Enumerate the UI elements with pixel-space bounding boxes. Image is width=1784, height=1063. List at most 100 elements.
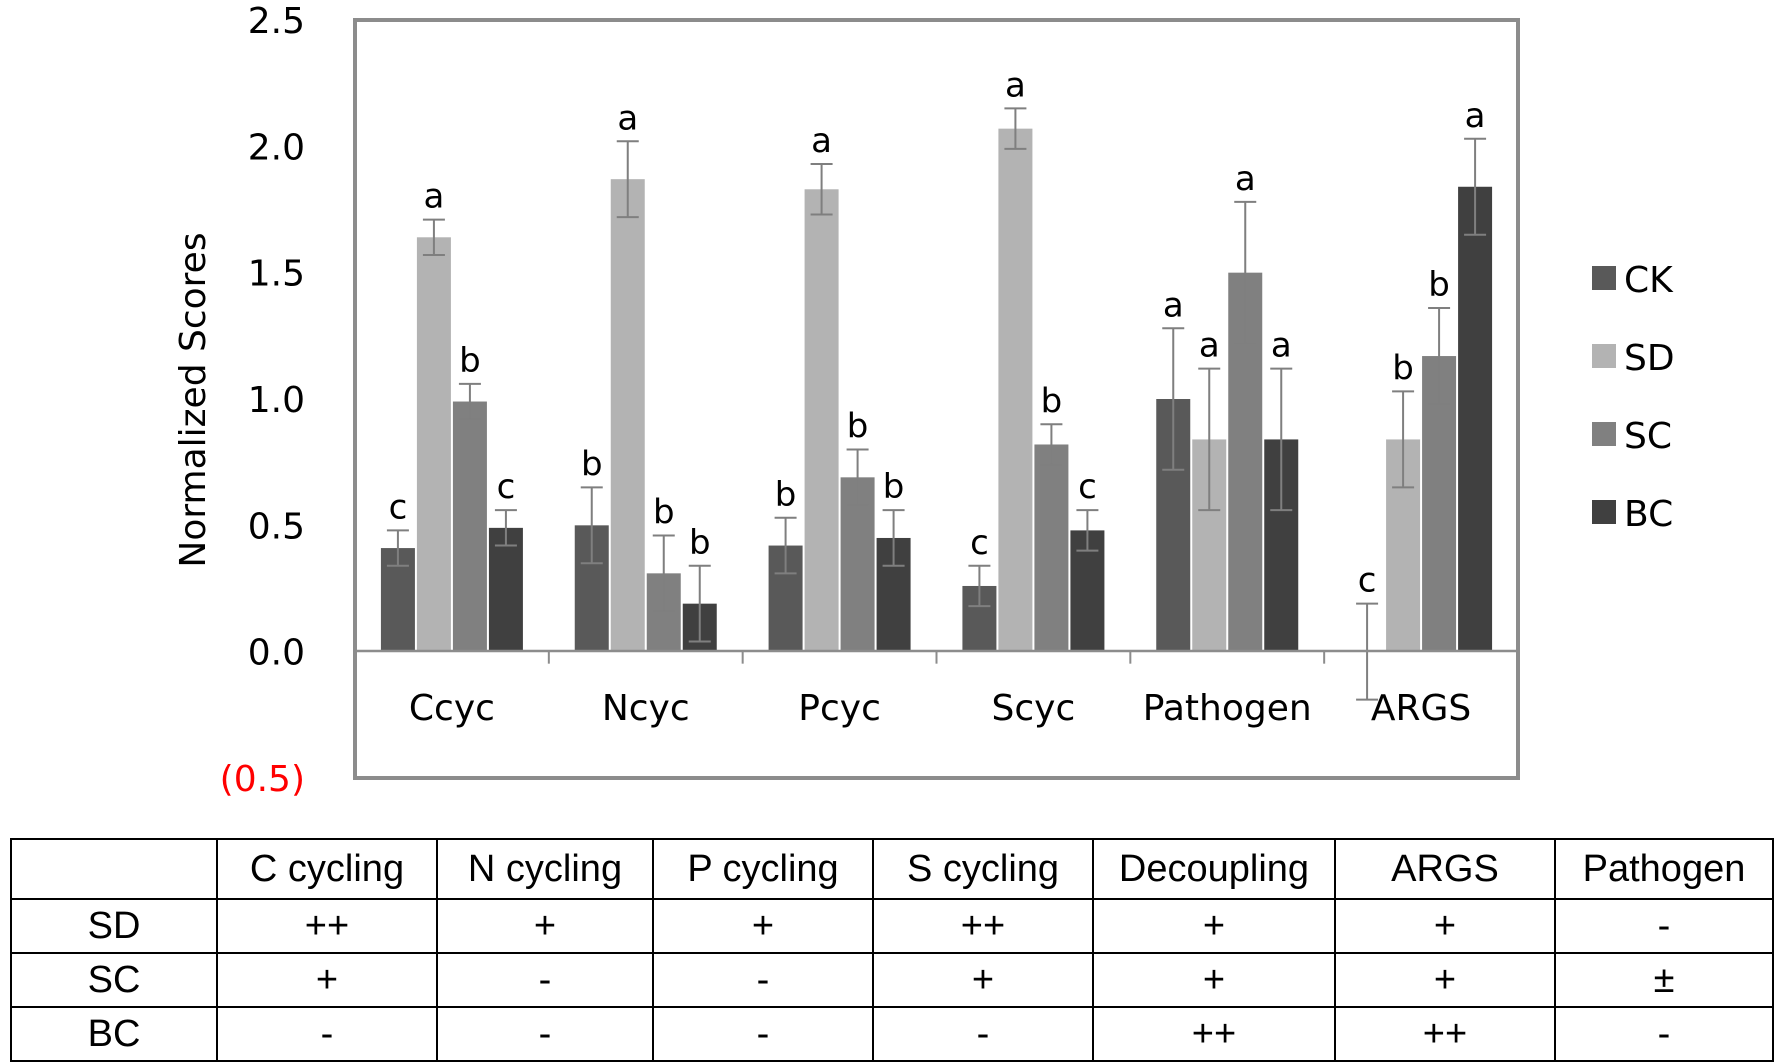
legend-swatch-bc xyxy=(1592,500,1616,524)
x-tick-label: Scyc xyxy=(992,688,1076,729)
significance-letter: a xyxy=(1465,96,1486,136)
table-cell: - xyxy=(872,1006,1094,1062)
col-header-p-cycling: P cycling xyxy=(652,838,874,900)
x-tick-label: Pcyc xyxy=(798,688,881,729)
table-cell: ++ xyxy=(1334,1006,1556,1062)
significance-letter: b xyxy=(847,407,869,447)
y-tick-labels: 2.5 2.0 1.5 1.0 0.5 0.0 (0.5) xyxy=(220,1,305,800)
table-cell: - xyxy=(652,952,874,1008)
bar-sd-ccyc xyxy=(416,237,451,652)
y-tick-label: (0.5) xyxy=(220,759,305,800)
significance-letter: c xyxy=(1078,467,1097,507)
legend-swatch-sd xyxy=(1592,344,1616,368)
table-cell: + xyxy=(436,898,654,954)
x-tick-label: Pathogen xyxy=(1143,688,1312,729)
significance-letter: c xyxy=(970,523,989,563)
row-label: BC xyxy=(10,1006,218,1062)
table-cell: - xyxy=(1554,898,1774,954)
table-cell: + xyxy=(1092,952,1336,1008)
significance-letter: a xyxy=(1163,285,1184,325)
table-cell: + xyxy=(1334,952,1556,1008)
significance-letter: b xyxy=(1041,381,1063,421)
col-header-c-cycling: C cycling xyxy=(216,838,438,900)
table-cell: ++ xyxy=(1092,1006,1336,1062)
significance-letter: b xyxy=(775,475,797,515)
table-cell: ± xyxy=(1554,952,1774,1008)
legend-swatch-sc xyxy=(1592,422,1616,446)
significance-letter: c xyxy=(497,467,516,507)
legend-label-bc: BC xyxy=(1624,494,1673,535)
significance-letter: a xyxy=(1005,65,1026,105)
table-cell: + xyxy=(872,952,1094,1008)
significance-letter: a xyxy=(423,177,444,217)
bar-bc-ccyc xyxy=(488,527,523,652)
table-cell: + xyxy=(216,952,438,1008)
significance-letter: a xyxy=(811,121,832,161)
table-cell: - xyxy=(652,1006,874,1062)
col-header-decoupling: Decoupling xyxy=(1092,838,1336,900)
bar-sc-scyc xyxy=(1034,444,1069,652)
bar-sc-ccyc xyxy=(452,401,487,652)
bar-sc-args xyxy=(1422,356,1457,652)
error-bars xyxy=(386,107,1487,701)
col-header-args: ARGS xyxy=(1334,838,1556,900)
significance-letter: b xyxy=(1428,265,1450,305)
y-tick-label: 1.0 xyxy=(248,380,305,421)
bar-sc-pcyc xyxy=(840,477,875,652)
legend-swatch-ck xyxy=(1592,266,1616,290)
legend-label-ck: CK xyxy=(1624,260,1674,301)
table-cell: - xyxy=(216,1006,438,1062)
significance-letter: c xyxy=(389,487,408,527)
bar-chart: Normalized Scores 2.5 2.0 1.5 1.0 0.5 0.0 (0.5… xyxy=(173,1,1675,800)
significance-letter: a xyxy=(617,98,638,138)
bar-sd-scyc xyxy=(998,128,1033,652)
significance-letter: b xyxy=(581,444,603,484)
table-row-sd: SD ++ + + ++ + + - xyxy=(10,898,1774,954)
significance-letter: a xyxy=(1235,159,1256,199)
row-label: SC xyxy=(10,952,218,1008)
table-row-bc: BC - - - - ++ ++ - xyxy=(10,1006,1774,1062)
legend: CK SD SC BC xyxy=(1592,260,1675,535)
legend-label-sc: SC xyxy=(1624,416,1672,457)
significance-letter: b xyxy=(653,492,675,532)
table-row-sc: SC + - - + + + ± xyxy=(10,952,1774,1008)
x-tick-label: Ncyc xyxy=(602,688,690,729)
significance-letter: b xyxy=(1392,348,1414,388)
significance-letter: b xyxy=(459,341,481,381)
table-header-row: C cycling N cycling P cycling S cycling … xyxy=(10,838,1774,900)
table-cell: - xyxy=(1554,1006,1774,1062)
y-tick-label: 2.0 xyxy=(248,127,305,168)
significance-letter: c xyxy=(1358,561,1377,601)
bar-bc-args xyxy=(1458,186,1493,652)
significance-letter: a xyxy=(1271,326,1292,366)
table-cell: + xyxy=(1092,898,1336,954)
y-tick-label: 0.5 xyxy=(248,506,305,547)
row-label: SD xyxy=(10,898,218,954)
col-header-n-cycling: N cycling xyxy=(436,838,654,900)
significance-letter: b xyxy=(883,467,905,507)
x-tick-label: ARGS xyxy=(1371,688,1471,729)
legend-label-sd: SD xyxy=(1624,338,1675,379)
col-header-pathogen: Pathogen xyxy=(1554,838,1774,900)
table-cell: + xyxy=(1334,898,1556,954)
bar-sd-pcyc xyxy=(804,189,839,652)
summary-table: C cycling N cycling P cycling S cycling … xyxy=(10,838,1774,1062)
significance-letter: b xyxy=(689,523,711,563)
table-cell: - xyxy=(436,952,654,1008)
bar-sd-ncyc xyxy=(610,179,645,652)
y-tick-label: 1.5 xyxy=(248,254,305,295)
bars xyxy=(380,128,1493,652)
table-cell: ++ xyxy=(872,898,1094,954)
y-axis-label: Normalized Scores xyxy=(173,232,214,567)
y-tick-label: 2.5 xyxy=(248,1,305,42)
plot-frame xyxy=(353,18,1520,780)
table-cell: - xyxy=(436,1006,654,1062)
x-tick-label: Ccyc xyxy=(409,688,495,729)
table-cell: ++ xyxy=(216,898,438,954)
col-header-s-cycling: S cycling xyxy=(872,838,1094,900)
significance-letter: a xyxy=(1199,326,1220,366)
table-corner-cell xyxy=(10,838,218,900)
y-tick-label: 0.0 xyxy=(248,633,305,674)
table-cell: + xyxy=(652,898,874,954)
